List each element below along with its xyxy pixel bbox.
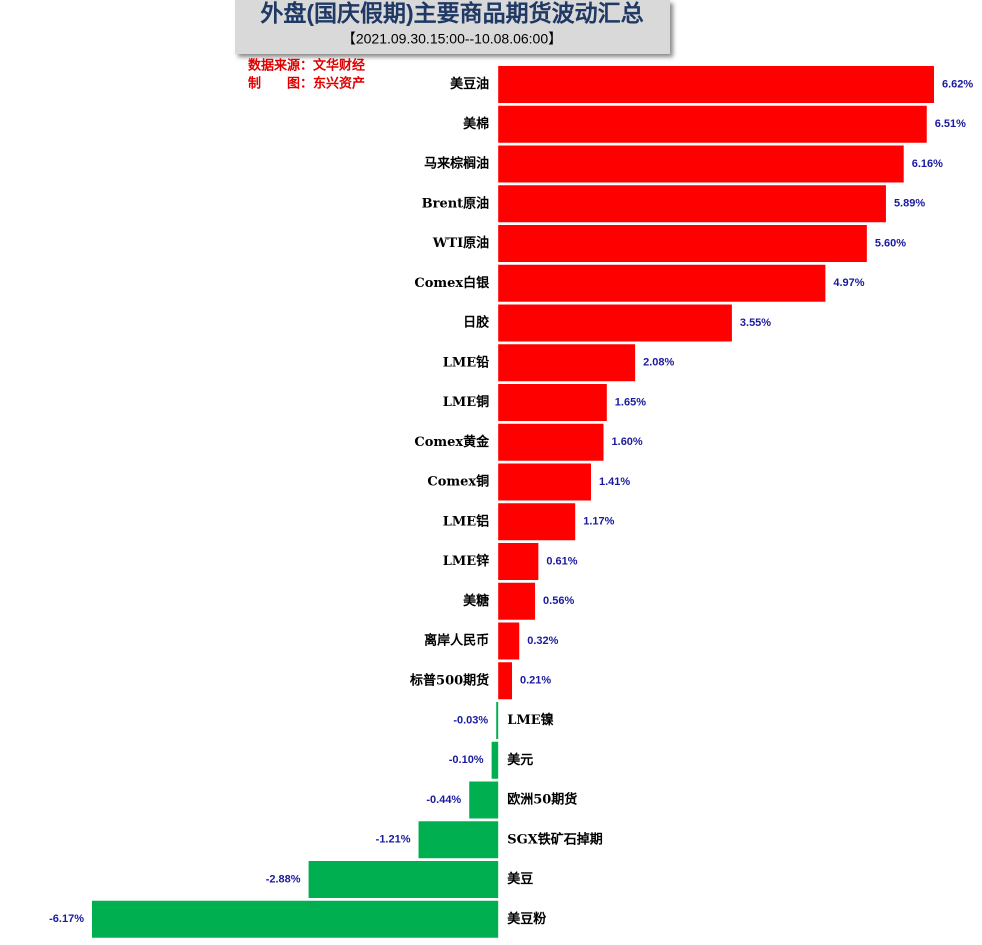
bar — [498, 264, 826, 302]
category-label: 美元 — [507, 752, 533, 768]
value-label: -2.88% — [266, 873, 301, 885]
bar — [498, 622, 520, 660]
category-label: LME锌 — [443, 553, 489, 569]
category-label: Comex黄金 — [414, 434, 490, 450]
bar — [491, 741, 499, 779]
category-label: 美豆粉 — [507, 911, 546, 927]
category-label: 标普500期货 — [409, 672, 489, 688]
bar — [498, 543, 539, 580]
category-label: Brent原油 — [422, 195, 490, 211]
bar — [498, 344, 636, 382]
bar — [469, 781, 499, 819]
value-label: -0.10% — [449, 754, 484, 766]
bar — [308, 861, 499, 898]
author-note: 制 图：东兴资产 — [248, 76, 365, 92]
value-label: -0.03% — [453, 714, 488, 726]
bar — [498, 503, 576, 541]
bar — [418, 821, 499, 859]
category-label: 美豆油 — [450, 76, 489, 92]
category-label: 马来棕榈油 — [424, 156, 489, 172]
bar — [498, 582, 536, 620]
category-label: Comex铜 — [427, 474, 489, 490]
source-note: 数据来源：文华财经 — [248, 58, 365, 74]
bar — [498, 304, 732, 342]
category-label: Comex白银 — [414, 275, 490, 291]
bar — [498, 384, 607, 421]
category-label: 美棉 — [463, 116, 489, 132]
category-label: LME铜 — [443, 394, 489, 410]
value-label: 1.41% — [599, 476, 630, 488]
bar — [498, 185, 886, 223]
value-label: 6.51% — [935, 118, 966, 130]
category-label: 欧洲50期货 — [507, 792, 577, 808]
value-label: 5.89% — [894, 198, 925, 210]
title-box — [235, 0, 670, 54]
category-label: LME铝 — [443, 513, 489, 529]
category-label: WTI原油 — [432, 235, 489, 251]
category-label: LME铅 — [443, 354, 489, 370]
category-label: 离岸人民币 — [424, 633, 489, 649]
value-label: 1.65% — [615, 396, 646, 408]
value-label: 4.97% — [833, 277, 864, 289]
value-label: -1.21% — [376, 834, 411, 846]
bar — [498, 463, 592, 501]
value-label: -6.17% — [49, 913, 84, 925]
chart-title: 外盘(国庆假期)主要商品期货波动汇总 — [260, 0, 643, 26]
category-label: 日胶 — [463, 315, 489, 331]
bar — [498, 423, 604, 461]
value-label: 0.32% — [527, 635, 558, 647]
category-label: SGX铁矿石掉期 — [507, 831, 603, 847]
bar — [498, 66, 934, 103]
bar — [498, 225, 867, 262]
category-label: 美糖 — [463, 593, 489, 609]
bar — [498, 662, 513, 700]
value-label: -0.44% — [426, 794, 461, 806]
value-label: 6.62% — [942, 78, 973, 90]
value-label: 5.60% — [875, 237, 906, 249]
value-label: 6.16% — [912, 158, 943, 170]
category-label: 美豆 — [507, 871, 533, 887]
value-label: 1.60% — [612, 436, 643, 448]
value-label: 3.55% — [740, 317, 771, 329]
category-label: LME镍 — [507, 712, 553, 728]
bar — [92, 900, 499, 938]
chart-subtitle: 【2021.09.30.15:00--10.08.06:00】 — [342, 31, 562, 47]
value-label: 0.56% — [543, 595, 574, 607]
value-label: 0.21% — [520, 675, 551, 687]
value-label: 2.08% — [643, 357, 674, 369]
value-label: 1.17% — [583, 516, 614, 528]
value-label: 0.61% — [546, 555, 577, 567]
bar — [498, 105, 927, 143]
bar — [498, 145, 904, 183]
bar — [496, 702, 499, 739]
